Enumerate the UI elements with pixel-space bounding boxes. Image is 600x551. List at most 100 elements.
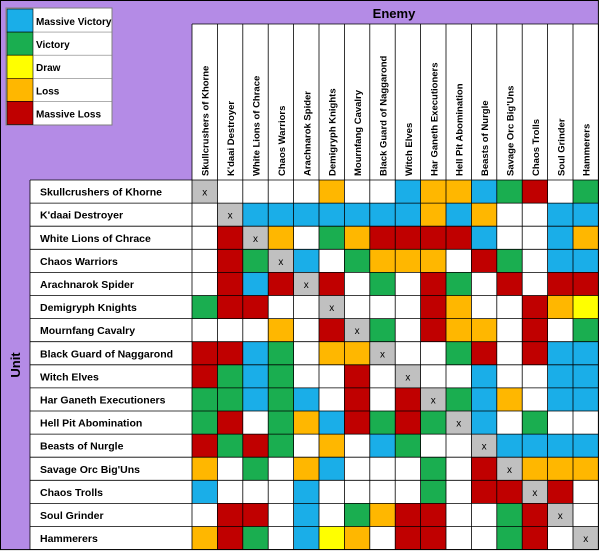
cell-savage-orc-big-uns-vs-arachnarok-spider <box>293 457 319 481</box>
legend-swatch-massive-victory <box>6 8 34 33</box>
cell-k-daai-destroyer-vs-savage-orc-big-uns <box>496 203 523 227</box>
cell-white-lions-of-chrace-vs-mournfang-cavalry <box>344 226 370 250</box>
cell-arachnarok-spider-vs-skullcrushers-of-khorne <box>192 272 218 296</box>
cell-chaos-warriors-vs-savage-orc-big-uns <box>496 249 523 273</box>
cell-demigryph-knights-vs-demigryph-knights <box>319 295 345 319</box>
cell-hammerers-vs-har-ganeth-executioners <box>420 526 446 550</box>
cell-chaos-trolls-vs-demigryph-knights <box>319 480 345 504</box>
cell-beasts-of-nurgle-vs-savage-orc-big-uns <box>496 434 523 458</box>
cell-chaos-trolls-vs-chaos-warriors <box>268 480 294 504</box>
cell-arachnarok-spider-vs-soul-grinder <box>547 272 573 296</box>
cell-demigryph-knights-vs-har-ganeth-executioners <box>420 295 446 319</box>
enemy-label-chaos-trolls: Chaos Trolls <box>531 119 542 176</box>
diagonal-mark: x <box>583 534 588 545</box>
cell-hell-pit-abomination-vs-soul-grinder <box>547 411 573 435</box>
unit-label-hammerers: Hammerers <box>40 533 98 545</box>
cell-mournfang-cavalry-vs-hell-pit-abomination <box>446 318 472 342</box>
cell-savage-orc-big-uns-vs-black-guard-of-naggarond <box>369 457 396 481</box>
cell-k-daai-destroyer-vs-mournfang-cavalry <box>344 203 370 227</box>
unit-label-hell-pit-abomination: Hell Pit Abomination <box>40 418 142 430</box>
diagonal-mark: x <box>329 303 334 314</box>
cell-witch-elves-vs-witch-elves <box>395 364 421 388</box>
cell-chaos-warriors-vs-k-daai-destroyer <box>217 249 243 273</box>
cell-mournfang-cavalry-vs-chaos-trolls <box>522 318 548 342</box>
cell-savage-orc-big-uns-vs-har-ganeth-executioners <box>420 457 446 481</box>
cell-white-lions-of-chrace-vs-skullcrushers-of-khorne <box>192 226 218 250</box>
cell-arachnarok-spider-vs-savage-orc-big-uns <box>496 272 523 296</box>
cell-witch-elves-vs-chaos-warriors <box>268 364 294 388</box>
cell-black-guard-of-naggarond-vs-hell-pit-abomination <box>446 341 472 365</box>
cell-k-daai-destroyer-vs-witch-elves <box>395 203 421 227</box>
cell-black-guard-of-naggarond-vs-arachnarok-spider <box>293 341 319 365</box>
cell-skullcrushers-of-khorne-vs-black-guard-of-naggarond <box>369 180 396 204</box>
cell-white-lions-of-chrace-vs-k-daai-destroyer <box>217 226 243 250</box>
cell-savage-orc-big-uns-vs-hell-pit-abomination <box>446 457 472 481</box>
diagonal-mark: x <box>278 257 283 268</box>
cell-witch-elves-vs-chaos-trolls <box>522 364 548 388</box>
cell-hell-pit-abomination-vs-black-guard-of-naggarond <box>369 411 396 435</box>
cell-hell-pit-abomination-vs-white-lions-of-chrace <box>242 411 269 435</box>
cell-witch-elves-vs-black-guard-of-naggarond <box>369 364 396 388</box>
cell-black-guard-of-naggarond-vs-demigryph-knights <box>319 341 345 365</box>
cell-soul-grinder-vs-beasts-of-nurgle <box>471 503 497 527</box>
unit-labels: Skullcrushers of Khorne K'daai Destroyer W… <box>40 187 173 545</box>
cell-har-ganeth-executioners-vs-soul-grinder <box>547 387 573 411</box>
cell-savage-orc-big-uns-vs-k-daai-destroyer <box>217 457 243 481</box>
enemy-label-white-lions-of-chrace: White Lions of Chrace <box>252 76 263 176</box>
cell-beasts-of-nurgle-vs-arachnarok-spider <box>293 434 319 458</box>
cell-arachnarok-spider-vs-hammerers <box>573 272 599 296</box>
diagonal-mark: x <box>202 188 207 199</box>
cell-witch-elves-vs-hell-pit-abomination <box>446 364 472 388</box>
cell-mournfang-cavalry-vs-white-lions-of-chrace <box>242 318 269 342</box>
cell-mournfang-cavalry-vs-har-ganeth-executioners <box>420 318 446 342</box>
enemy-label-k-daai-destroyer: K'daai Destroyer <box>226 101 237 176</box>
cell-chaos-trolls-vs-chaos-trolls <box>522 480 548 504</box>
diagonal-mark: x <box>405 372 410 383</box>
cell-chaos-warriors-vs-skullcrushers-of-khorne <box>192 249 218 273</box>
cell-hell-pit-abomination-vs-arachnarok-spider <box>293 411 319 435</box>
cell-mournfang-cavalry-vs-skullcrushers-of-khorne <box>192 318 218 342</box>
cell-mournfang-cavalry-vs-chaos-warriors <box>268 318 294 342</box>
cell-savage-orc-big-uns-vs-beasts-of-nurgle <box>471 457 497 481</box>
cell-har-ganeth-executioners-vs-har-ganeth-executioners <box>420 387 446 411</box>
enemy-label-savage-orc-big-uns: Savage Orc Big'Uns <box>506 86 517 176</box>
cell-black-guard-of-naggarond-vs-chaos-warriors <box>268 341 294 365</box>
cell-chaos-trolls-vs-hammerers <box>573 480 599 504</box>
unit-header-bg <box>0 180 30 550</box>
cell-beasts-of-nurgle-vs-skullcrushers-of-khorne <box>192 434 218 458</box>
cell-witch-elves-vs-hammerers <box>573 364 599 388</box>
cell-savage-orc-big-uns-vs-soul-grinder <box>547 457 573 481</box>
cell-hammerers-vs-demigryph-knights <box>319 526 345 550</box>
cell-white-lions-of-chrace-vs-hell-pit-abomination <box>446 226 472 250</box>
diagonal-mark: x <box>228 211 233 222</box>
enemy-header-bg <box>192 0 598 24</box>
cell-black-guard-of-naggarond-vs-witch-elves <box>395 341 421 365</box>
cell-soul-grinder-vs-hell-pit-abomination <box>446 503 472 527</box>
cell-savage-orc-big-uns-vs-mournfang-cavalry <box>344 457 370 481</box>
cell-skullcrushers-of-khorne-vs-witch-elves <box>395 180 421 204</box>
cell-black-guard-of-naggarond-vs-savage-orc-big-uns <box>496 341 523 365</box>
cell-mournfang-cavalry-vs-soul-grinder <box>547 318 573 342</box>
legend-label-massive-victory: Massive Victory <box>36 17 112 28</box>
cell-hell-pit-abomination-vs-k-daai-destroyer <box>217 411 243 435</box>
cell-skullcrushers-of-khorne-vs-k-daai-destroyer <box>217 180 243 204</box>
cell-beasts-of-nurgle-vs-k-daai-destroyer <box>217 434 243 458</box>
cell-beasts-of-nurgle-vs-black-guard-of-naggarond <box>369 434 396 458</box>
cell-demigryph-knights-vs-savage-orc-big-uns <box>496 295 523 319</box>
diagonal-mark: x <box>532 488 537 499</box>
cell-hammerers-vs-skullcrushers-of-khorne <box>192 526 218 550</box>
diagonal-mark: x <box>507 465 512 476</box>
cell-soul-grinder-vs-witch-elves <box>395 503 421 527</box>
diagonal-mark: x <box>482 442 487 453</box>
cell-hell-pit-abomination-vs-mournfang-cavalry <box>344 411 370 435</box>
cell-skullcrushers-of-khorne-vs-beasts-of-nurgle <box>471 180 497 204</box>
cell-arachnarok-spider-vs-mournfang-cavalry <box>344 272 370 296</box>
cell-chaos-warriors-vs-demigryph-knights <box>319 249 345 273</box>
cell-hell-pit-abomination-vs-witch-elves <box>395 411 421 435</box>
cell-skullcrushers-of-khorne-vs-chaos-trolls <box>522 180 548 204</box>
unit-label-arachnarok-spider: Arachnarok Spider <box>40 279 134 291</box>
cell-savage-orc-big-uns-vs-demigryph-knights <box>319 457 345 481</box>
cell-chaos-warriors-vs-arachnarok-spider <box>293 249 319 273</box>
cell-hammerers-vs-hell-pit-abomination <box>446 526 472 550</box>
